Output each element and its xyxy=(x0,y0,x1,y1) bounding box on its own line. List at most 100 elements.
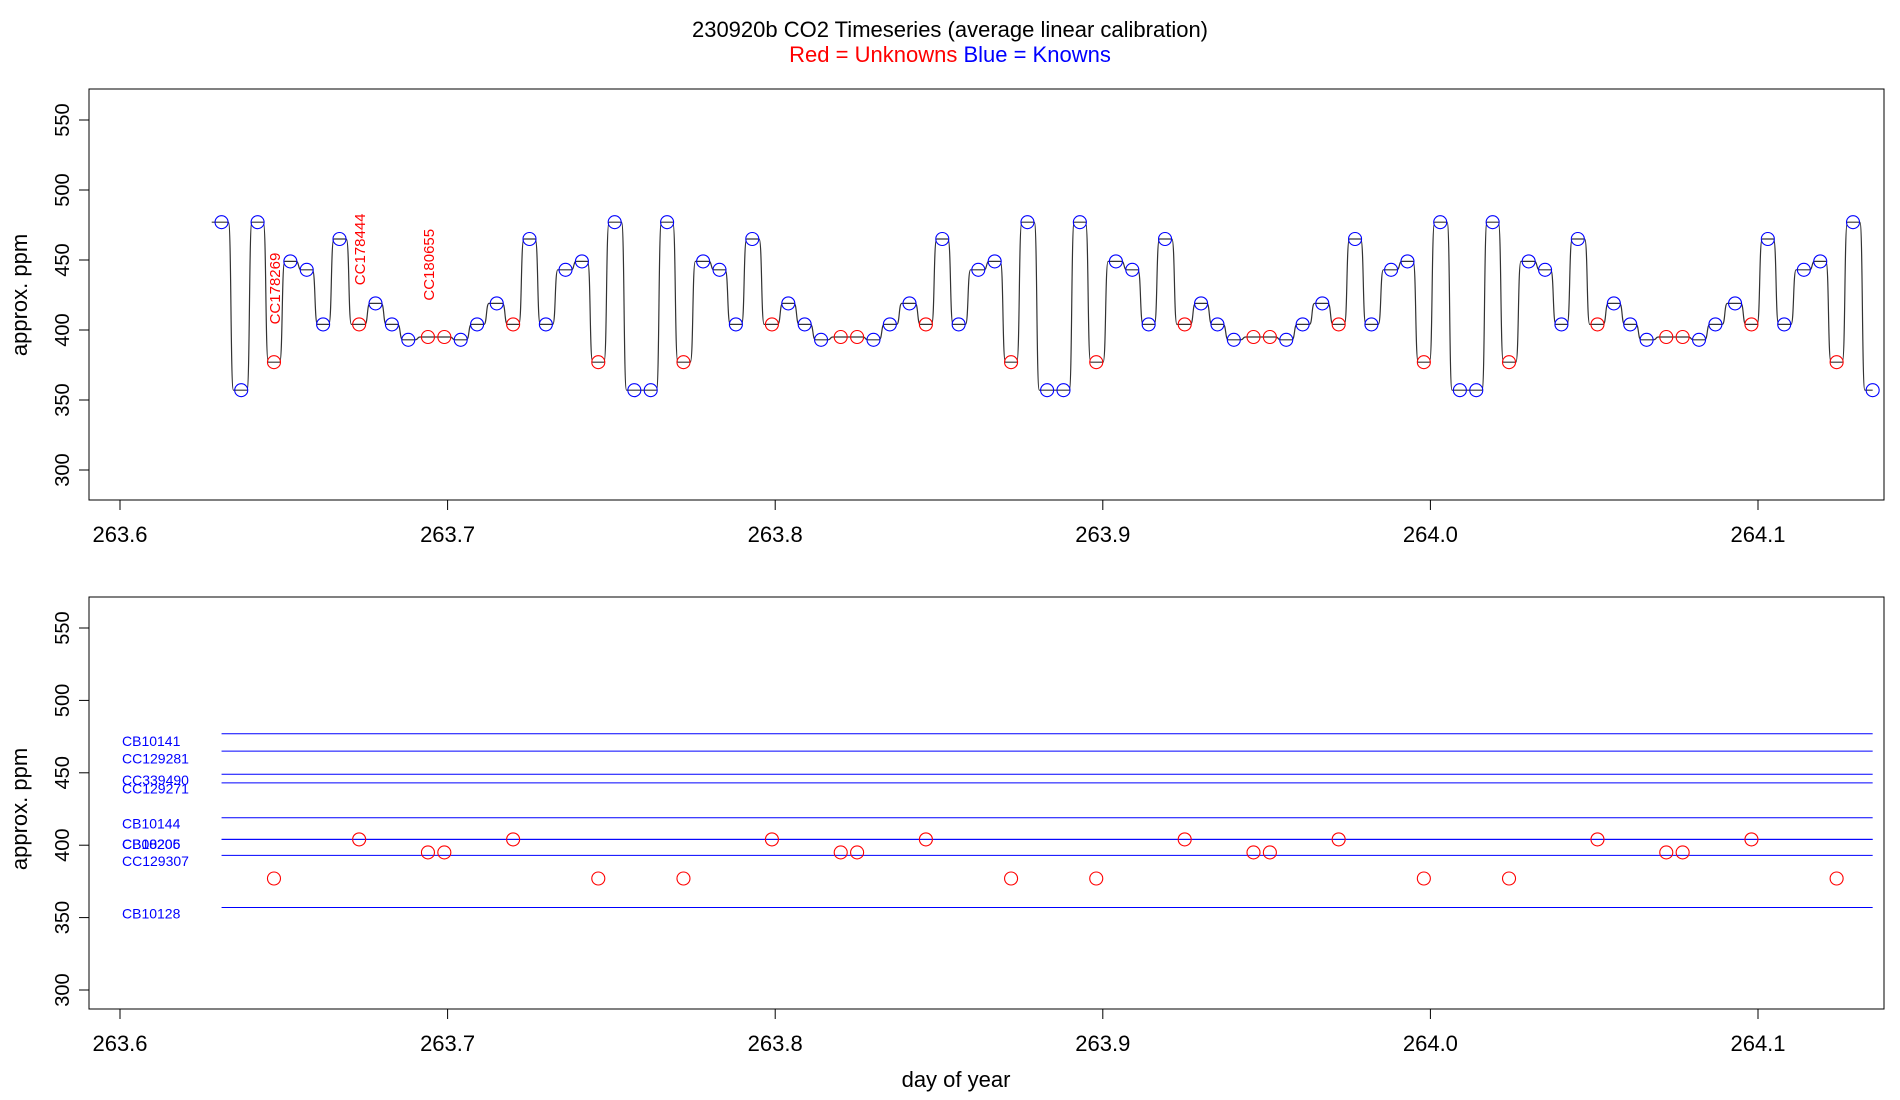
x-tick-label: 263.6 xyxy=(92,1031,147,1056)
known-point xyxy=(1845,215,1861,230)
x-axis: 263.6 263.7 263.8 263.9 264.0 264.1 xyxy=(92,1008,1786,1056)
legend-knowns: Blue = Knowns xyxy=(963,42,1110,67)
x-tick-label: 263.9 xyxy=(1075,1031,1130,1056)
unknown-point xyxy=(591,871,606,886)
known-point xyxy=(234,383,249,398)
known-point xyxy=(951,317,966,332)
unknown-point xyxy=(1590,317,1605,332)
known-point xyxy=(283,254,298,269)
unknown-point xyxy=(1089,355,1104,370)
known-point xyxy=(1295,317,1310,332)
known-point xyxy=(1040,383,1055,398)
y-axis-label: approx. ppm xyxy=(7,748,32,870)
known-reference-label: CB10128 xyxy=(122,905,181,921)
unknown-point xyxy=(352,317,367,332)
unknown-point xyxy=(266,871,282,886)
unknown-point xyxy=(918,832,933,847)
unknown-point xyxy=(1262,845,1277,860)
known-point xyxy=(971,262,986,277)
unknown-point xyxy=(1331,832,1346,847)
y-tick-label: 400 xyxy=(52,829,74,862)
unknown-point xyxy=(1177,832,1192,847)
known-point xyxy=(1691,332,1707,347)
x-tick-label: 263.6 xyxy=(92,522,147,547)
known-reference-label: CC129281 xyxy=(122,750,189,766)
known-point xyxy=(1554,317,1569,332)
y-tick-label: 300 xyxy=(52,973,74,1006)
known-point xyxy=(728,317,743,332)
known-point xyxy=(1108,254,1123,269)
y-tick-label: 500 xyxy=(52,173,74,206)
known-point xyxy=(643,383,658,398)
x-tick-label: 264.1 xyxy=(1730,522,1785,547)
plot-frame xyxy=(88,88,1885,501)
known-point xyxy=(1072,215,1087,230)
known-point xyxy=(1348,231,1363,247)
unknown-point xyxy=(850,329,865,345)
known-point xyxy=(489,296,504,311)
known-point xyxy=(1125,262,1140,277)
unknown-point xyxy=(352,832,367,847)
known-reference-label: CB10141 xyxy=(122,733,181,749)
unknown-point xyxy=(1246,329,1261,345)
unknown-point xyxy=(1675,845,1690,860)
known-point xyxy=(987,254,1002,269)
unknown-point xyxy=(266,355,282,370)
known-point xyxy=(1813,254,1828,269)
known-point xyxy=(401,332,416,347)
known-point xyxy=(316,317,331,332)
known-point xyxy=(522,231,537,247)
known-point xyxy=(1141,317,1156,332)
known-point xyxy=(1521,254,1536,269)
unknown-point xyxy=(1744,832,1759,847)
unknown-point xyxy=(1501,871,1517,886)
known-point xyxy=(1485,215,1500,230)
unknown-annotation: CC180655 xyxy=(421,229,438,301)
unknown-point xyxy=(1659,845,1674,860)
known-point xyxy=(935,231,950,247)
x-tick-label: 263.8 xyxy=(748,522,803,547)
known-reference-label: CB08206 xyxy=(122,836,181,852)
known-point xyxy=(1623,317,1638,332)
y-tick-label: 500 xyxy=(52,684,74,717)
known-reference-label: CC339490 xyxy=(122,772,189,788)
known-point xyxy=(453,332,468,347)
known-point xyxy=(627,383,642,398)
known-point xyxy=(660,215,675,230)
y-axis-label: approx. ppm xyxy=(7,234,32,356)
known-reference-label: CB10205 xyxy=(122,836,181,852)
y-tick-label: 450 xyxy=(52,756,74,789)
unknown-point xyxy=(1416,355,1431,370)
known-point xyxy=(1452,383,1467,398)
known-point xyxy=(1157,231,1173,247)
co2-trace-line xyxy=(211,221,1873,391)
known-point xyxy=(882,317,897,332)
unknown-point xyxy=(1590,832,1605,847)
x-tick-label: 263.7 xyxy=(420,522,475,547)
unknown-point xyxy=(420,845,435,860)
figure-title: 230920b CO2 Timeseries (average linear c… xyxy=(692,17,1208,42)
unknown-point xyxy=(833,845,848,860)
unknown-point xyxy=(437,329,452,345)
unknown-point xyxy=(1829,871,1844,886)
known-point xyxy=(781,296,796,311)
unknown-point xyxy=(1246,845,1261,860)
known-point xyxy=(1538,262,1553,277)
known-point xyxy=(1760,231,1775,247)
known-point xyxy=(1606,296,1621,311)
known-point xyxy=(299,262,314,277)
unknown-point xyxy=(1659,329,1674,345)
unknown-point xyxy=(506,317,521,332)
plot-frame xyxy=(88,596,1885,1010)
known-reference-label: CC129307 xyxy=(122,853,189,869)
known-point xyxy=(1020,215,1035,230)
x-tick-label: 263.8 xyxy=(748,1031,803,1056)
known-point xyxy=(1364,317,1379,332)
unknown-point xyxy=(1501,355,1517,370)
y-axis: 300 350 400 450 500 550 xyxy=(52,103,90,487)
y-tick-label: 350 xyxy=(52,901,74,934)
unknown-point xyxy=(1089,871,1104,886)
unknown-point xyxy=(1829,355,1844,370)
known-point xyxy=(1796,262,1811,277)
